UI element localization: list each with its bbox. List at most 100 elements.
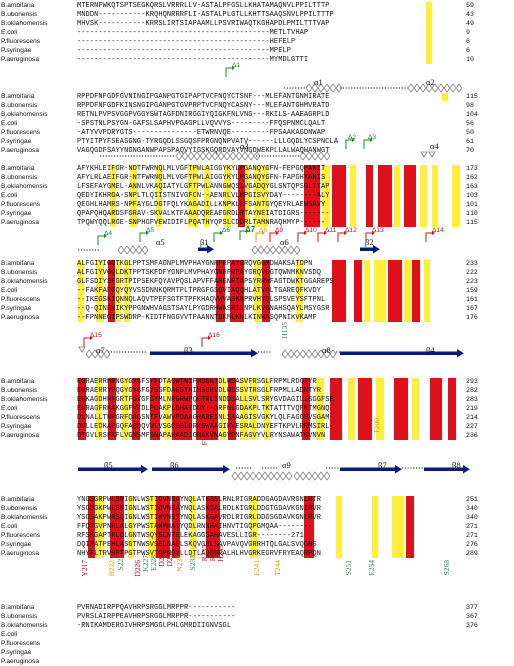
species-label: B.ubonensis [1,269,38,276]
species-label: P.fluorescens [1,129,41,136]
residue-count: 233 [466,260,478,267]
identical-residue-highlight [88,496,95,558]
helix-label: α6 [280,237,289,247]
similar-residue-highlight [264,378,270,440]
identical-residue-highlight [430,378,442,440]
helix-label: α9 [282,460,291,470]
sequence-text: ----------------------------------------… [77,29,309,37]
sequence-text: TPQWYQQLRGE-SNPHGFVEWIDIFLPQATHYQPSLCDDR… [77,219,326,227]
residue-count: 49 [466,20,474,27]
species-label: P.syringae [1,47,32,54]
sequence-text: YSGSAKPWRSQIGNLWSTINVNETYNQLASKGAVRDLRIG… [77,514,321,522]
residue-count: 222 [466,269,478,276]
species-label: P.aeruginosa [1,56,40,63]
species-label: B.ambifaria [1,604,35,611]
similar-residue-highlight [224,165,231,227]
similar-residue-highlight [204,165,210,227]
species-label: B.ubonensis [1,387,38,394]
mutation-label: T244 [273,560,282,576]
identical-residue-highlight [206,496,220,558]
residue-count: 115 [466,219,478,226]
species-label: E.coli [1,523,18,530]
strand-label: β3 [184,345,193,355]
strand-label: β5 [104,460,113,470]
mutation-label: Y217 [80,560,89,577]
mutation-label: R222 [107,560,116,577]
residue-count: 103 [466,192,478,199]
sequence-text: --Q-QINENIKYPPGNWHVAGSTSAYLPYGDRHWASRIEN… [77,305,330,313]
species-label: P.aeruginosa [1,219,40,226]
similar-residue-highlight [96,378,102,440]
flag-arrowhead [262,231,265,235]
deletion-start-flag [317,232,325,242]
species-label: B.ambifaria [1,496,35,503]
deletion-marker: Δ15 [90,332,102,339]
residue-count: 59 [466,2,474,9]
residue-count: 161 [466,296,478,303]
similar-residue-highlight [412,378,419,440]
species-label: B.ubonensis [1,11,38,18]
similar-residue-highlight [426,2,432,64]
deletion-start-flag [337,232,345,242]
sequence-text: DVLLEDKAPGQFAQDQVVLVSGGSSLDRKSWAAGIKVESR… [77,423,330,431]
sequence-text: ----------------------------------------… [77,38,296,46]
insertion-marker [78,346,86,353]
residue-count: 219 [466,405,478,412]
residue-count: 377 [466,604,478,611]
flag-arrowhead [344,231,347,235]
similar-residue-highlight [250,378,257,440]
strand-label: β1 [200,237,209,247]
strand-label: β6 [170,460,179,470]
similar-residue-highlight [220,378,226,440]
similar-residue-highlight [392,496,404,558]
deletion-start-flag [83,337,91,347]
species-label: E.coli [1,192,18,199]
deletion-start-flag [239,230,247,240]
helix-glyph [293,471,331,481]
species-label: E.coli [1,120,18,127]
species-label: P.aeruginosa [1,432,40,439]
mutation-label: S251 [344,560,353,576]
residue-count: 283 [466,396,478,403]
residue-count: 43 [466,11,474,18]
residue-count: 276 [466,541,478,548]
deletion-marker: Δ3 [368,134,377,141]
identical-residue-highlight [132,378,140,440]
species-label: B.ubonensis [1,613,38,620]
species-label: B.ubonensis [1,505,38,512]
sequence-text: NHYFLTRVHPTPGTPWSVTQPNQYLLDTLAQQDRALHLHV… [77,550,321,558]
identical-residue-highlight [304,165,320,227]
identical-residue-highlight [332,260,346,322]
residue-count: 110 [466,210,478,217]
deletion-marker: Δ9 [275,227,284,234]
similar-residue-highlight [420,165,427,227]
sequence-text: -ATYVVPDRYGTS---------------ETWRNVQE----… [77,129,326,137]
sequence-text: QEGHLHAMRS-NPFAYGLDGTFQLYKAGADILLKNPKLFF… [77,201,326,209]
sequence-text: ALFGIYIGQTKGLPPTSMFAGNPLMVPHAYGNRFRPAYGR… [77,260,313,268]
deletion-start-flag [139,232,147,242]
insertion-marker [428,151,436,158]
similar-residue-highlight [240,378,248,440]
residue-count: 367 [466,613,478,620]
flag-arrowhead [208,336,211,340]
helix-label: α5 [156,237,165,247]
similar-residue-highlight [394,165,400,227]
identical-residue-highlight [332,165,346,227]
strand-beta7 [340,465,402,474]
residue-count: 293 [466,378,478,385]
similar-residue-highlight [372,496,378,558]
species-label: P.fluorescens [1,414,41,421]
similar-residue-highlight [96,496,104,558]
species-label: P.syringae [1,305,32,312]
sequence-text: ALFGIYVGQLDKTPPTSKFDFYGNPLMVPHAYGNRFRPAY… [77,269,321,277]
species-label: P.syringae [1,649,32,656]
helix-alpha8 [281,349,337,359]
helix-alpha2 [407,83,463,93]
sequence-text: YSGDGKPWLSRIGNLWSTIDVNEAYNQLASKGALRDLKIG… [77,505,321,513]
identical-residue-highlight [216,260,225,322]
helix-label: α7 [96,345,105,355]
deletion-marker: Δ6 [222,227,231,234]
residue-count: 70 [466,147,474,154]
residue-count: 163 [466,183,478,190]
